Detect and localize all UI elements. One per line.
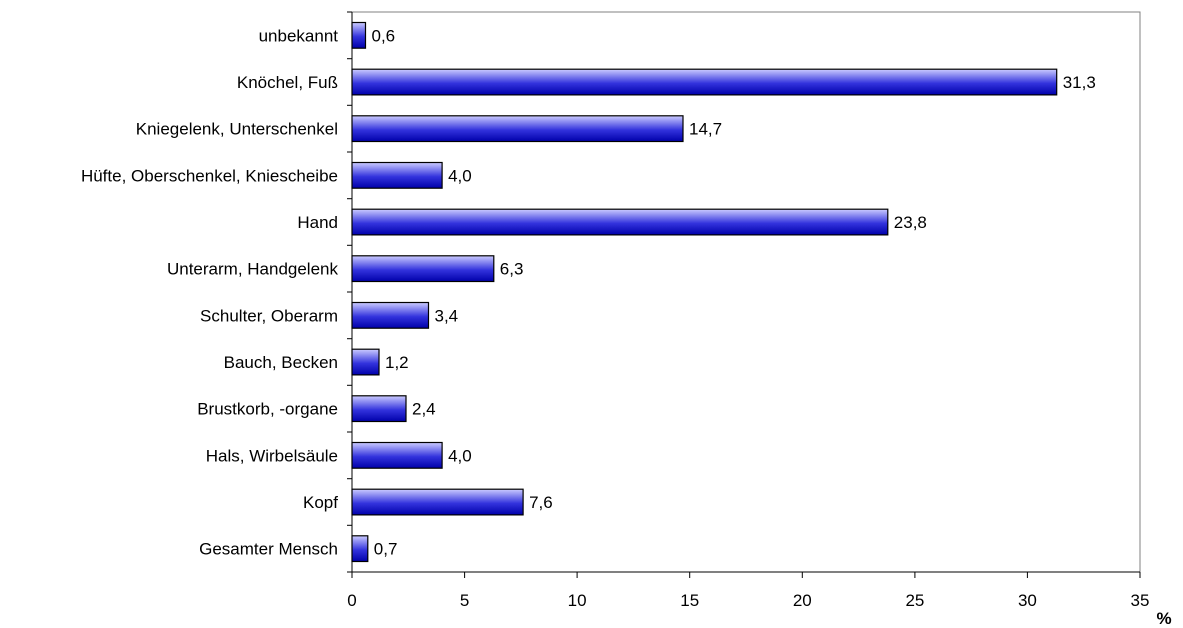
bar-value-label: 7,6 bbox=[529, 493, 553, 512]
category-label: Kopf bbox=[303, 493, 338, 512]
bar bbox=[351, 395, 407, 423]
bar-value-label: 6,3 bbox=[500, 260, 524, 279]
bar bbox=[351, 441, 443, 469]
bar bbox=[351, 301, 430, 329]
category-label: Gesamter Mensch bbox=[199, 540, 338, 559]
category-label: unbekannt bbox=[259, 26, 339, 45]
x-tick-label: 20 bbox=[793, 591, 812, 610]
category-label: Kniegelenk, Unterschenkel bbox=[136, 120, 338, 139]
x-tick-label: 30 bbox=[1018, 591, 1037, 610]
bar-value-label: 2,4 bbox=[412, 400, 436, 419]
axes-layer bbox=[347, 11, 1141, 578]
bar-value-label: 3,4 bbox=[435, 306, 459, 325]
x-axis-unit-label: % bbox=[1156, 609, 1171, 628]
bar bbox=[351, 535, 369, 563]
bar bbox=[351, 115, 684, 143]
x-tick-label: 10 bbox=[568, 591, 587, 610]
bar-value-label: 4,0 bbox=[448, 166, 472, 185]
category-label: Unterarm, Handgelenk bbox=[167, 260, 339, 279]
bar bbox=[351, 255, 495, 283]
bar bbox=[351, 208, 889, 236]
category-label: Bauch, Becken bbox=[224, 353, 338, 372]
x-tick-label: 25 bbox=[905, 591, 924, 610]
bar-value-label: 31,3 bbox=[1063, 73, 1096, 92]
category-label: Knöchel, Fuß bbox=[237, 73, 338, 92]
bar-value-label: 0,6 bbox=[372, 26, 396, 45]
x-tick-label: 0 bbox=[347, 591, 356, 610]
bar bbox=[351, 161, 443, 189]
bar bbox=[351, 68, 1058, 96]
bar bbox=[351, 21, 367, 49]
x-tick-label: 5 bbox=[460, 591, 469, 610]
category-label: Hand bbox=[297, 213, 338, 232]
bar-value-label: 0,7 bbox=[374, 540, 398, 559]
category-label: Hüfte, Oberschenkel, Kniescheibe bbox=[81, 166, 338, 185]
labels-layer: 0,6 unbekannt 31,3 Knöchel, Fuß 14,7 Kniegele… bbox=[81, 26, 1150, 610]
bar-value-label: 23,8 bbox=[894, 213, 927, 232]
bars-layer bbox=[351, 21, 1058, 563]
category-label: Hals, Wirbelsäule bbox=[206, 446, 338, 465]
x-tick-label: 35 bbox=[1131, 591, 1150, 610]
bar bbox=[351, 348, 380, 376]
category-label: Brustkorb, -organe bbox=[197, 400, 338, 419]
bar-value-label: 4,0 bbox=[448, 446, 472, 465]
bar bbox=[351, 488, 524, 516]
x-tick-label: 15 bbox=[680, 591, 699, 610]
bar-value-label: 1,2 bbox=[385, 353, 409, 372]
bar-value-label: 14,7 bbox=[689, 120, 722, 139]
category-label: Schulter, Oberarm bbox=[200, 306, 338, 325]
plot-frame bbox=[351, 11, 1141, 573]
